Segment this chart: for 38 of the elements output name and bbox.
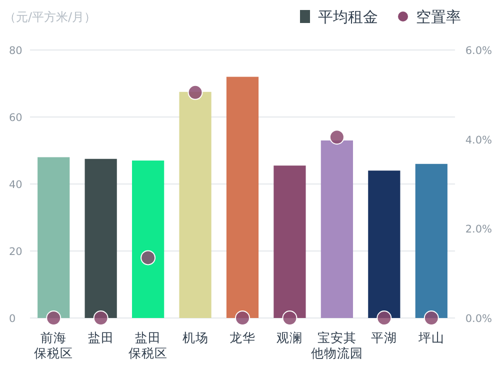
y2-tick-label: 4.0% [465, 134, 492, 146]
point [46, 310, 62, 326]
bar [226, 76, 259, 318]
point [188, 84, 203, 100]
y-tick-label: 0 [9, 313, 16, 325]
legend-label: 空置率 [416, 8, 461, 26]
point [329, 130, 344, 145]
x-tick-label: 坪山 [417, 330, 444, 345]
point [93, 310, 108, 326]
bar [320, 140, 353, 318]
legend-label: 平均租金 [318, 8, 378, 26]
point [376, 310, 392, 326]
y-tick-label: 40 [9, 179, 22, 191]
x-tick-label: 前海保税区 [34, 330, 74, 361]
x-tick-label: 宝安其他物流园 [310, 330, 363, 361]
y2-tick-label: 6.0% [465, 45, 492, 57]
x-tick-label: 观澜 [276, 330, 303, 345]
bar [368, 170, 400, 318]
y-tick-label: 60 [9, 112, 22, 124]
x-tick-label: 盐田保税区 [128, 330, 168, 361]
y2-tick-label: 0.0% [465, 313, 492, 325]
y-axis-title: （元/平方米/月） [4, 10, 96, 24]
point [140, 250, 156, 266]
bar [38, 157, 70, 318]
point [235, 310, 250, 326]
bar [84, 158, 117, 318]
bar [415, 164, 448, 318]
x-tick-label: 机场 [182, 330, 208, 345]
y-tick-label: 80 [9, 45, 22, 57]
x-tick-label: 平湖 [371, 330, 398, 345]
bar [132, 160, 164, 318]
point [424, 310, 439, 326]
bar [179, 92, 212, 318]
y2-tick-label: 2.0% [465, 224, 492, 236]
x-tick-label: 盐田 [88, 330, 114, 345]
y-tick-label: 20 [9, 246, 22, 258]
x-tick-label: 龙华 [230, 330, 256, 345]
point [282, 310, 298, 326]
